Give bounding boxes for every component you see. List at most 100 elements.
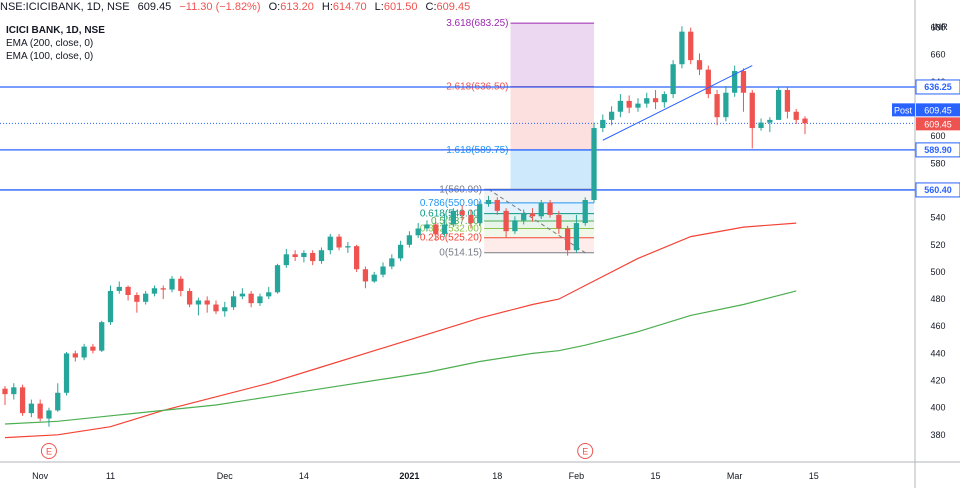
post-price-label: 609.45 <box>924 105 952 115</box>
candle-body <box>714 94 720 118</box>
candle-body <box>793 111 799 120</box>
candle-body <box>72 353 78 358</box>
fib-retracement-band <box>484 213 595 222</box>
candle-body <box>784 90 791 112</box>
candle-body <box>46 410 52 419</box>
last-price-box <box>916 117 960 131</box>
x-tick-label: 14 <box>299 471 309 481</box>
candle-body <box>397 244 404 259</box>
earnings-event-label: E <box>582 447 588 457</box>
x-tick-label: 15 <box>809 471 819 481</box>
currency-label: INR <box>932 22 948 32</box>
ohlc-close-label: C: <box>425 1 437 13</box>
candle-body <box>424 224 430 229</box>
x-tick-label: Feb <box>569 471 585 481</box>
y-tick-label: 660 <box>930 50 945 60</box>
candle-body <box>485 199 492 205</box>
hline-price-box <box>915 142 960 158</box>
y-tick-label: 600 <box>930 131 945 141</box>
y-tick-label: 460 <box>930 321 945 331</box>
candle-body <box>371 274 377 282</box>
candle-body <box>230 296 237 308</box>
fib-retracement-label: 0.236(525.20) <box>420 233 482 244</box>
candle-body <box>336 236 342 248</box>
candle-body <box>327 236 333 251</box>
fib-retracement-label: 0.786(550.90) <box>420 198 482 209</box>
candle-body <box>318 250 325 262</box>
fib-extension-zone <box>510 86 595 151</box>
candle-body <box>186 290 193 305</box>
candle-body <box>169 278 175 290</box>
hline-price-label: 636.25 <box>924 82 952 92</box>
post-market-tag <box>892 103 915 117</box>
candle-body <box>477 204 483 224</box>
candle-body <box>151 288 158 294</box>
ohlc-low: 601.50 <box>383 1 418 13</box>
symbol-name[interactable]: NSE:ICICIBANK, 1D, NSE <box>0 1 130 13</box>
candle-body <box>652 98 659 103</box>
candle-body <box>345 246 351 248</box>
y-tick-label: 680 <box>930 23 945 33</box>
candle-body <box>292 254 298 258</box>
candle-body <box>107 290 114 323</box>
candle-body <box>679 31 685 65</box>
candle-body <box>204 300 210 305</box>
candle-body <box>266 292 272 297</box>
candle-body <box>723 92 729 118</box>
candle-body <box>705 69 711 95</box>
candle-body <box>354 246 360 270</box>
fib-extension-label: 3.618(683.25) <box>446 18 508 29</box>
candle-body <box>213 304 219 312</box>
candle-body <box>617 100 624 112</box>
legend-ema100[interactable]: EMA (100, close, 0) <box>6 51 94 62</box>
candle-body <box>740 71 747 93</box>
candle-body <box>503 210 509 232</box>
candle-body <box>441 224 448 234</box>
candle-body <box>63 353 70 393</box>
candle-body <box>28 403 35 414</box>
candle-body <box>406 235 413 245</box>
y-tick-label: 580 <box>930 158 945 168</box>
candle-body <box>688 31 694 61</box>
candle-body <box>433 224 439 234</box>
candle-body <box>380 266 386 275</box>
candle-body <box>565 228 571 251</box>
hline-price-label: 589.90 <box>924 145 952 155</box>
candle-body <box>521 213 527 221</box>
hline-price-box <box>915 79 960 95</box>
candle-body <box>459 210 465 215</box>
candle-body <box>468 214 474 224</box>
symbol-header: NSE:ICICIBANK, 1D, NSE 609.45 −11.30 (−1… <box>0 0 475 14</box>
hline-price-label: 560.40 <box>924 185 952 195</box>
fib-retracement-band <box>484 221 595 229</box>
candle-body <box>81 346 87 358</box>
fib-retracement-band <box>484 228 595 238</box>
candle-body <box>749 92 755 129</box>
candle-body <box>239 293 245 297</box>
trend-line <box>602 65 753 141</box>
candle-body <box>573 223 580 251</box>
fib-retracement-band <box>484 189 595 203</box>
candle-body <box>222 307 228 312</box>
y-tick-label: 540 <box>930 213 945 223</box>
last-price-label: 609.45 <box>924 119 952 129</box>
candle-body <box>802 118 808 124</box>
candle-body <box>556 214 562 229</box>
legend-title[interactable]: ICICI BANK, 1D, NSE <box>6 25 105 36</box>
earnings-event-marker[interactable] <box>577 443 594 459</box>
earnings-event-marker[interactable] <box>40 443 57 459</box>
candle-body <box>608 111 615 120</box>
legend-ema200[interactable]: EMA (200, close, 0) <box>6 38 94 49</box>
fib-extension-label: 1.618(589.75) <box>446 145 508 156</box>
candle-body <box>248 293 254 304</box>
candle-body <box>494 199 500 211</box>
candle-body <box>415 228 421 236</box>
fib-retracement-label: 0(514.15) <box>439 248 482 259</box>
hline-price-box <box>915 182 960 198</box>
ohlc-open: 613.20 <box>280 1 314 13</box>
x-tick-label: 11 <box>106 471 115 481</box>
candle-body <box>160 288 166 290</box>
fib-retracement-label: 0.382(532.00) <box>420 223 482 234</box>
